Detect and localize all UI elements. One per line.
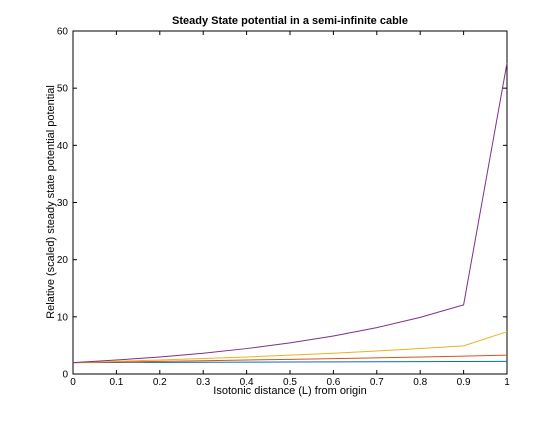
x-tick-label: 0.9 (457, 377, 471, 388)
x-tick-label: 0.5 (283, 377, 297, 388)
x-tick-label: 0.4 (240, 377, 254, 388)
y-tick-label: 20 (57, 255, 69, 266)
x-axis-ticks: 0 0.1 0.2 0.3 0.4 0.5 0.6 0.7 0.8 0.9 1 (70, 31, 510, 388)
series-line-4 (72, 62, 508, 364)
y-axis-label: Relative (scaled) steady state potential… (45, 85, 57, 319)
y-tick-label: 50 (57, 84, 69, 95)
y-tick-label: 10 (57, 312, 69, 323)
x-tick-label: 0.3 (196, 377, 210, 388)
x-tick-label: 0.1 (109, 377, 123, 388)
x-axis-label: Isotonic distance (L) from origin (213, 385, 366, 397)
y-tick-label: 0 (62, 370, 68, 381)
y-tick-label: 30 (57, 198, 69, 209)
x-tick-label: 0.6 (326, 377, 340, 388)
y-tick-label: 40 (57, 141, 69, 152)
x-tick-label: 0.8 (413, 377, 427, 388)
series-line-3 (72, 331, 508, 364)
x-tick-label: 1 (504, 377, 510, 388)
plot-frame (72, 30, 508, 375)
series-layer (72, 62, 508, 364)
y-axis-ticks: 0 10 20 30 40 50 60 (57, 27, 507, 381)
series-line-1 (72, 360, 508, 364)
series-line-2 (72, 354, 508, 364)
x-tick-label: 0 (70, 377, 76, 388)
x-tick-label: 0.2 (153, 377, 167, 388)
y-tick-label: 60 (57, 27, 69, 38)
chart-title: Steady State potential in a semi-infinit… (172, 15, 408, 27)
x-tick-label: 0.7 (370, 377, 384, 388)
